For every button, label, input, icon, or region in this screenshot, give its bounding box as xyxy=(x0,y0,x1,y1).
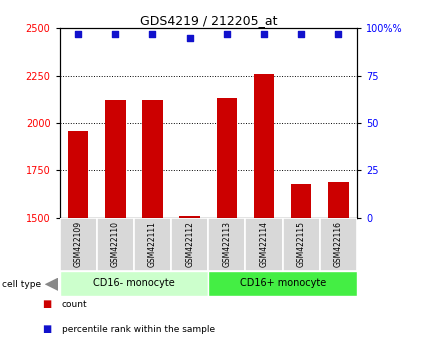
Text: GSM422116: GSM422116 xyxy=(334,221,343,267)
Point xyxy=(112,31,119,37)
Bar xyxy=(283,218,320,271)
Bar xyxy=(254,74,274,218)
Text: count: count xyxy=(62,300,87,309)
Text: GSM422110: GSM422110 xyxy=(111,221,120,267)
Bar xyxy=(208,271,357,296)
Title: GDS4219 / 212205_at: GDS4219 / 212205_at xyxy=(139,14,277,27)
Point xyxy=(335,31,342,37)
Text: GSM422114: GSM422114 xyxy=(260,221,269,267)
Text: ■: ■ xyxy=(42,324,52,334)
Text: ■: ■ xyxy=(42,299,52,309)
Text: CD16+ monocyte: CD16+ monocyte xyxy=(240,278,326,288)
Text: percentile rank within the sample: percentile rank within the sample xyxy=(62,325,215,334)
Point xyxy=(261,31,267,37)
Text: GSM422109: GSM422109 xyxy=(74,221,82,267)
Bar xyxy=(134,218,171,271)
Point xyxy=(298,31,305,37)
Bar xyxy=(320,218,357,271)
Text: cell type: cell type xyxy=(2,280,41,289)
Text: GSM422112: GSM422112 xyxy=(185,221,194,267)
Text: CD16- monocyte: CD16- monocyte xyxy=(93,278,175,288)
Bar xyxy=(291,184,312,218)
Text: GSM422111: GSM422111 xyxy=(148,221,157,267)
Text: GSM422113: GSM422113 xyxy=(222,221,231,267)
Point xyxy=(149,31,156,37)
Bar xyxy=(68,131,88,218)
Bar xyxy=(60,271,208,296)
Bar xyxy=(96,218,134,271)
Bar xyxy=(105,100,125,218)
Polygon shape xyxy=(45,278,58,291)
Bar xyxy=(245,218,283,271)
Point xyxy=(75,31,82,37)
Bar xyxy=(179,216,200,218)
Bar xyxy=(217,98,237,218)
Bar xyxy=(328,182,348,218)
Bar xyxy=(142,100,163,218)
Bar xyxy=(208,218,245,271)
Bar xyxy=(60,218,96,271)
Text: GSM422115: GSM422115 xyxy=(297,221,306,267)
Bar xyxy=(171,218,208,271)
Point xyxy=(186,35,193,41)
Point xyxy=(224,31,230,37)
